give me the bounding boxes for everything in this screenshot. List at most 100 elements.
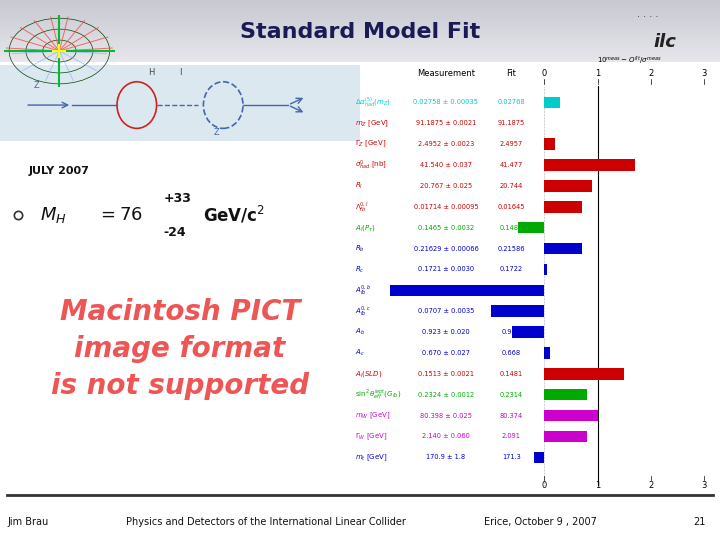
- Bar: [544, 180, 593, 192]
- Text: 0.01714 ± 0.00095: 0.01714 ± 0.00095: [413, 204, 478, 210]
- Text: 0.2314: 0.2314: [500, 392, 523, 398]
- Text: 80.398 ± 0.025: 80.398 ± 0.025: [420, 413, 472, 418]
- Text: 0.21586: 0.21586: [498, 246, 525, 252]
- Bar: [0, 17, 720, 18]
- Bar: [544, 138, 555, 150]
- Bar: [0, 31, 720, 33]
- Bar: [518, 222, 544, 233]
- Bar: [0, 25, 720, 27]
- Text: $= 76$: $= 76$: [97, 206, 143, 224]
- Text: 91.1875 ± 0.0021: 91.1875 ± 0.0021: [416, 120, 476, 126]
- Bar: [544, 243, 582, 254]
- Text: 2: 2: [648, 69, 654, 78]
- Text: 2.4952 ± 0.0023: 2.4952 ± 0.0023: [418, 141, 474, 147]
- Bar: [0, 54, 720, 56]
- Bar: [544, 264, 547, 275]
- Text: GeV/c$^2$: GeV/c$^2$: [203, 205, 266, 226]
- Text: $m_t$ [GeV]: $m_t$ [GeV]: [356, 452, 388, 463]
- Bar: [544, 159, 635, 171]
- Text: $A_b$: $A_b$: [356, 327, 366, 337]
- Text: 20.744: 20.744: [500, 183, 523, 189]
- Text: Fit: Fit: [506, 69, 516, 78]
- Text: ilc: ilc: [654, 33, 677, 51]
- Text: 0.1513 ± 0.0021: 0.1513 ± 0.0021: [418, 371, 474, 377]
- Text: $10^{meas}-O^{fit}/\sigma^{meas}$: $10^{meas}-O^{fit}/\sigma^{meas}$: [597, 54, 662, 66]
- Text: 0: 0: [541, 481, 547, 490]
- Bar: [0, 6, 720, 8]
- Text: 41.477: 41.477: [500, 162, 523, 168]
- Text: -24: -24: [164, 226, 186, 239]
- Bar: [544, 410, 598, 421]
- Bar: [0, 4, 720, 6]
- Text: Macintosh PICT
image format
is not supported: Macintosh PICT image format is not suppo…: [51, 298, 309, 400]
- Bar: [0, 15, 720, 17]
- Bar: [0, 10, 720, 12]
- Text: Z: Z: [33, 81, 39, 90]
- Text: 0.01645: 0.01645: [498, 204, 525, 210]
- Bar: [0, 50, 720, 52]
- Bar: [0, 45, 720, 48]
- Text: $A_c$: $A_c$: [356, 348, 365, 358]
- Text: 0.02758 ± 0.00035: 0.02758 ± 0.00035: [413, 99, 478, 105]
- Bar: [0, 33, 720, 35]
- Text: 0.0707 ± 0.0035: 0.0707 ± 0.0035: [418, 308, 474, 314]
- Text: $m_W$ [GeV]: $m_W$ [GeV]: [356, 410, 391, 421]
- Text: Z: Z: [213, 128, 219, 137]
- Bar: [390, 285, 544, 296]
- Text: $A_l(SLD)$: $A_l(SLD)$: [356, 369, 383, 379]
- Text: Standard Model Fit: Standard Model Fit: [240, 22, 480, 42]
- Text: 0.1722: 0.1722: [500, 266, 523, 273]
- Bar: [544, 431, 587, 442]
- Text: 170.9 ± 1.8: 170.9 ± 1.8: [426, 454, 466, 461]
- Bar: [0, 2, 720, 4]
- Text: $R_l$: $R_l$: [356, 181, 364, 191]
- Bar: [544, 347, 549, 359]
- Bar: [0, 18, 720, 21]
- Text: 91.1875: 91.1875: [498, 120, 525, 126]
- Text: 1: 1: [595, 481, 600, 490]
- Bar: [534, 451, 544, 463]
- Bar: [0, 48, 720, 50]
- Text: 20.767 ± 0.025: 20.767 ± 0.025: [420, 183, 472, 189]
- Text: 0.1481: 0.1481: [500, 225, 523, 231]
- Text: 80.374: 80.374: [500, 413, 523, 418]
- Text: . . . .: . . . .: [637, 9, 659, 19]
- Bar: [0, 27, 720, 29]
- Bar: [0, 44, 720, 45]
- Text: $R_c$: $R_c$: [356, 265, 365, 274]
- Text: 0.1038: 0.1038: [500, 287, 523, 293]
- Text: 0.935: 0.935: [502, 329, 521, 335]
- Bar: [0, 8, 720, 10]
- Bar: [0, 65, 360, 141]
- Bar: [0, 0, 720, 2]
- Text: Erice, October 9 , 2007: Erice, October 9 , 2007: [484, 517, 596, 527]
- Text: Physics and Detectors of the International Linear Collider: Physics and Detectors of the Internation…: [127, 517, 406, 527]
- Bar: [544, 368, 624, 380]
- Bar: [513, 326, 544, 338]
- Text: $R_b$: $R_b$: [356, 244, 365, 254]
- Bar: [0, 58, 720, 60]
- Text: 2: 2: [648, 481, 654, 490]
- Text: 2.140 ± 0.060: 2.140 ± 0.060: [422, 434, 470, 440]
- Text: JULY 2007: JULY 2007: [29, 166, 90, 176]
- Text: 0.923 ± 0.020: 0.923 ± 0.020: [422, 329, 470, 335]
- Text: $A^{0,b}_{fb}$: $A^{0,b}_{fb}$: [356, 284, 372, 297]
- Bar: [544, 97, 560, 108]
- Text: Measurement: Measurement: [417, 69, 475, 78]
- Text: $M_H$: $M_H$: [40, 205, 66, 225]
- Bar: [0, 56, 720, 58]
- Text: $A^{0,c}_{fb}$: $A^{0,c}_{fb}$: [356, 305, 372, 318]
- Text: 1: 1: [595, 69, 600, 78]
- Text: 0.02768: 0.02768: [498, 99, 525, 105]
- Text: $m_Z$ [GeV]: $m_Z$ [GeV]: [356, 118, 390, 129]
- Text: 0.2324 ± 0.0012: 0.2324 ± 0.0012: [418, 392, 474, 398]
- Text: $\Delta\alpha^{(5)}_{had}(m_Z)$: $\Delta\alpha^{(5)}_{had}(m_Z)$: [356, 95, 392, 110]
- Text: 0.0992 ± 0.0016: 0.0992 ± 0.0016: [418, 287, 474, 293]
- Text: I: I: [179, 69, 181, 77]
- Text: 21: 21: [693, 517, 706, 527]
- Text: $\Lambda^{0,l}_{fb}$: $\Lambda^{0,l}_{fb}$: [356, 200, 369, 214]
- Text: $A_l(P_\tau)$: $A_l(P_\tau)$: [356, 222, 377, 233]
- Bar: [544, 389, 587, 401]
- Text: +33: +33: [164, 192, 192, 205]
- Text: 0.21629 ± 0.00066: 0.21629 ± 0.00066: [413, 246, 478, 252]
